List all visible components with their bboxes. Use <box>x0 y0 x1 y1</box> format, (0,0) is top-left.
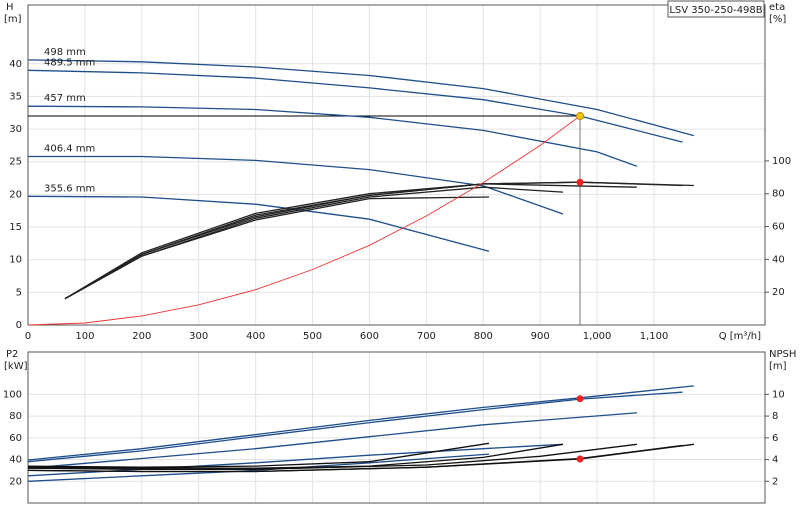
title-box <box>667 0 765 18</box>
y2-tick-label: 8 <box>772 411 778 422</box>
curve <box>27 444 683 473</box>
y2-axis-label: eta <box>769 2 785 13</box>
y-axis-unit: [m] <box>4 14 22 25</box>
y-tick-label: 80 <box>9 411 22 422</box>
y2-axis-unit: [m] <box>769 361 787 372</box>
y2-tick-label: 4 <box>772 455 778 466</box>
y2-tick-label: 10 <box>772 389 785 400</box>
y-tick-label: 10 <box>9 255 22 266</box>
operating-point <box>576 455 584 463</box>
y2-tick-label: 20 <box>772 287 785 298</box>
x-tick-label: 900 <box>531 331 550 342</box>
curve <box>64 183 637 300</box>
plot-frame <box>27 351 766 504</box>
plot-frame <box>27 4 766 326</box>
y2-tick-label: 2 <box>772 476 778 487</box>
operating-point <box>576 112 585 121</box>
curve <box>27 195 490 252</box>
curve <box>64 196 490 300</box>
y2-axis-unit: [%] <box>769 14 786 25</box>
x-tick-label: 200 <box>132 331 151 342</box>
y-tick-label: 5 <box>16 287 22 298</box>
x-axis-label: Q [m³/h] <box>719 331 761 342</box>
curve <box>27 105 638 167</box>
curve <box>27 115 581 326</box>
operating-point <box>576 178 584 186</box>
curve <box>27 443 564 477</box>
curve <box>27 453 490 482</box>
curve <box>27 385 694 461</box>
x-tick-label: 1,000 <box>583 331 612 342</box>
x-tick-label: 100 <box>75 331 94 342</box>
y-axis-label: P2 <box>6 349 18 360</box>
chart-title: LSV 350-250-498B <box>669 5 762 16</box>
y-tick-label: 40 <box>9 455 22 466</box>
curve-label: 498 mm <box>44 47 86 58</box>
operating-point <box>576 395 584 403</box>
y2-tick-label: 60 <box>772 222 785 233</box>
y2-tick-label: 80 <box>772 189 785 200</box>
y-tick-label: 20 <box>9 476 22 487</box>
curve <box>28 155 564 215</box>
y2-tick-label: 100 <box>772 156 791 167</box>
curve-label: 457 mm <box>44 93 86 104</box>
y-tick-label: 20 <box>9 189 22 200</box>
y2-axis-label: NPSH <box>769 349 796 360</box>
x-tick-label: 300 <box>189 331 208 342</box>
y-axis-label: H <box>6 2 14 13</box>
y-tick-label: 40 <box>9 59 22 70</box>
curve-label: 406.4 mm <box>44 144 95 155</box>
y-tick-label: 30 <box>9 124 22 135</box>
x-tick-label: 600 <box>360 331 379 342</box>
y-tick-label: 100 <box>3 389 22 400</box>
x-tick-label: 800 <box>474 331 493 342</box>
x-tick-label: 1,100 <box>640 331 669 342</box>
y2-tick-label: 6 <box>772 433 778 444</box>
curve-label: 489.5 mm <box>44 57 95 68</box>
y-tick-label: 60 <box>9 433 22 444</box>
y2-tick-label: 40 <box>772 254 785 265</box>
curve <box>27 412 637 469</box>
y-tick-label: 15 <box>9 222 22 233</box>
curve-label: 355.6 mm <box>44 183 95 194</box>
y-tick-label: 0 <box>16 320 22 331</box>
y-tick-label: 25 <box>9 157 22 168</box>
y-axis-unit: [kW] <box>4 361 28 372</box>
curve <box>27 443 564 469</box>
x-tick-label: 400 <box>246 331 265 342</box>
curve <box>64 181 683 300</box>
curve <box>27 59 695 137</box>
curve <box>27 442 490 468</box>
y-tick-label: 35 <box>9 91 22 102</box>
x-tick-label: 700 <box>417 331 436 342</box>
x-tick-label: 0 <box>25 331 31 342</box>
x-tick-label: 500 <box>303 331 322 342</box>
